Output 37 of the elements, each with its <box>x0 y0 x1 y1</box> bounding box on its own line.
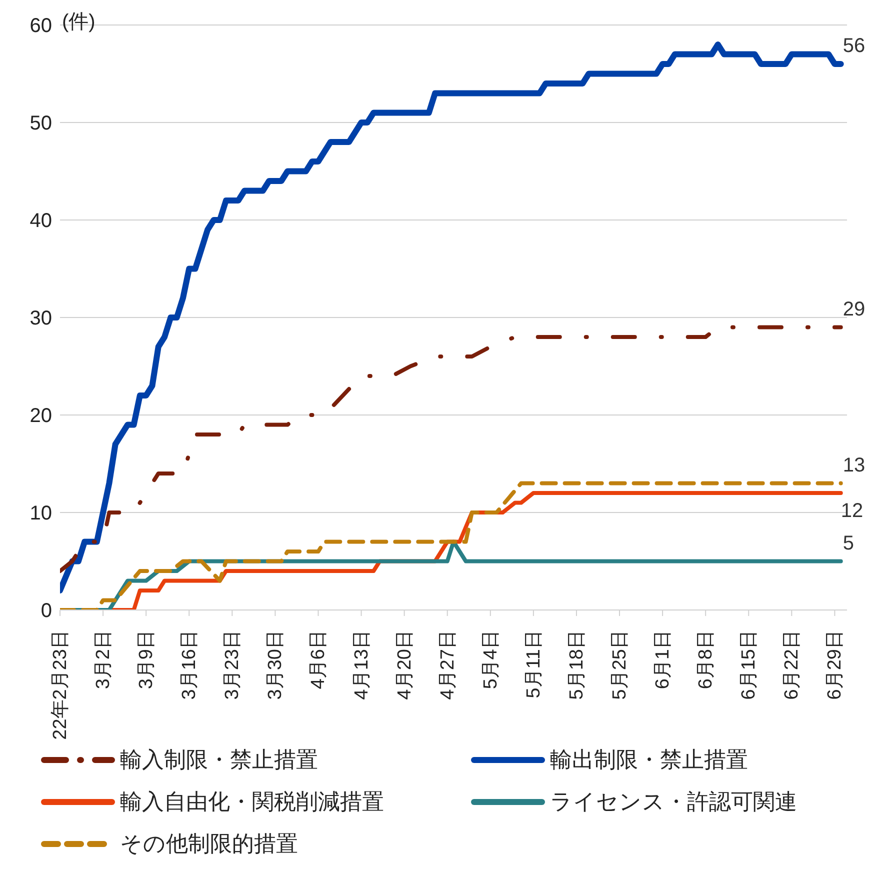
y-tick-label: 10 <box>30 502 52 525</box>
x-tick-label: 4月27日 <box>437 630 458 700</box>
y-tick-label: 60 <box>30 15 52 38</box>
x-tick-label: 6月1日 <box>652 630 674 690</box>
legend-label: その他制限的措置 <box>120 830 298 858</box>
y-axis-title: (件) <box>62 10 96 35</box>
legend-label: 輸出制限・禁止措置 <box>550 746 748 774</box>
x-tick-label: 4月6日 <box>308 630 330 690</box>
data-label: 56 <box>842 35 866 57</box>
x-tick-label: 4月20日 <box>394 630 416 700</box>
x-tick-label: 3月30日 <box>265 630 286 700</box>
x-tick-label: 22年2月23日 <box>50 630 71 740</box>
data-label: 29 <box>842 298 866 320</box>
x-tick-label: 3月9日 <box>136 630 158 690</box>
x-tick-label: 5月4日 <box>480 630 502 690</box>
y-tick-label: 40 <box>30 210 52 232</box>
y-tick-label: 20 <box>30 405 52 428</box>
x-tick-label: 5月18日 <box>566 630 588 700</box>
x-tick-label: 3月16日 <box>179 630 200 700</box>
data-label: 12 <box>840 500 864 522</box>
legend-label: 輸入制限・禁止措置 <box>120 746 318 774</box>
x-tick-label: 6月8日 <box>696 630 717 690</box>
data-label: 5 <box>842 532 854 554</box>
x-tick-label: 3月2日 <box>93 630 114 690</box>
legend-label: ライセンス・許認可関連 <box>550 788 797 816</box>
y-tick-label: 30 <box>30 308 52 330</box>
y-tick-label: 50 <box>30 112 52 135</box>
data-label: 13 <box>842 454 866 476</box>
legend-label: 輸入自由化・関税削減措置 <box>120 788 384 816</box>
x-tick-label: 3月23日 <box>222 630 244 700</box>
x-tick-label: 6月22日 <box>782 630 803 700</box>
x-tick-label: 5月25日 <box>610 630 631 700</box>
x-tick-label: 6月29日 <box>824 630 846 700</box>
y-tick-label: 0 <box>40 600 52 622</box>
x-tick-label: 4月13日 <box>351 630 372 700</box>
x-tick-label: 6月15日 <box>738 630 760 700</box>
x-tick-label: 5月11日 <box>523 630 544 698</box>
